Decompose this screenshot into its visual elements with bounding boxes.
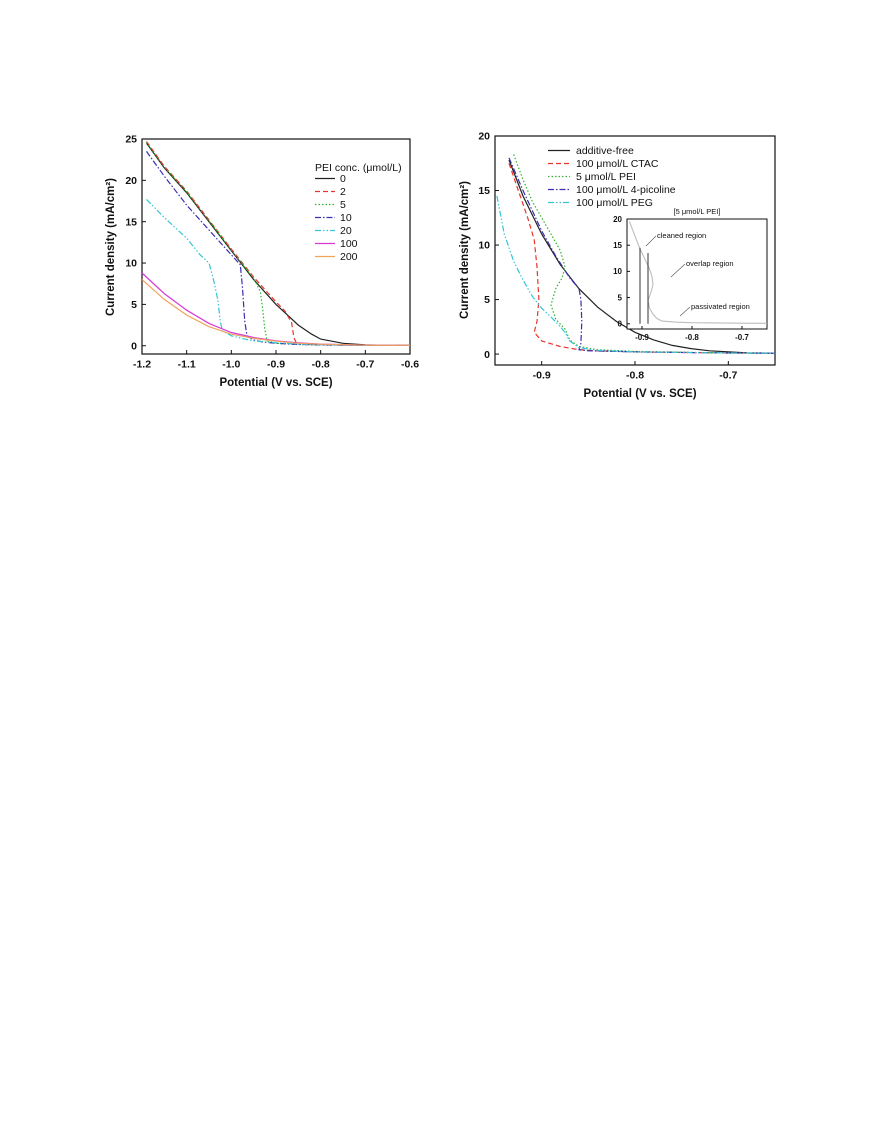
x-tick-label: -0.8: [626, 370, 644, 382]
y-tick-label: 5: [484, 294, 490, 306]
series-line-100: [141, 272, 411, 346]
inset-axis-ticks: -0.9 -0.8 -0.7 0 5 10 15 20: [613, 215, 749, 342]
y-axis-label: Current density (mA/cm²): [459, 181, 471, 319]
y-tick-label: 20: [613, 215, 622, 224]
x-tick-label: -1.0: [222, 359, 240, 371]
x-tick-label: -0.9: [635, 333, 649, 342]
inset-arrow-passivated: [679, 306, 691, 317]
series-line-20: [146, 198, 410, 346]
axis-ticks: -0.9 -0.8 -0.7 0 5 10 15 20: [478, 131, 737, 382]
y-tick-label: 5: [131, 299, 137, 311]
legend-label: 0: [340, 173, 346, 185]
y-tick-label: 25: [125, 134, 137, 146]
y-axis-label: Current density (mA/cm²): [105, 178, 117, 316]
y-tick-label: 15: [125, 216, 137, 228]
legend-title: PEI conc. (μmol/L): [315, 162, 402, 174]
y-tick-label: 10: [613, 267, 622, 276]
inset-arrow-cleaned: [645, 235, 657, 247]
x-tick-label: -1.2: [133, 359, 151, 371]
y-tick-label: 0: [618, 320, 623, 329]
inset-chart: [5 μmol/L PEI] -0.9 -0.8 -0.7 0 5 10 15 20 clea…: [613, 207, 768, 342]
series-line-200: [141, 279, 411, 346]
legend-label: 10: [340, 212, 352, 224]
series-group: [141, 141, 411, 346]
y-tick-label: 10: [478, 240, 490, 252]
y-tick-label: 0: [484, 349, 490, 361]
x-tick-label: -0.7: [735, 333, 749, 342]
series-line-5: [146, 141, 410, 346]
series-line-10: [146, 151, 410, 346]
legend-label: 5: [340, 199, 346, 211]
y-tick-label: 15: [478, 185, 490, 197]
inset-annotation-overlap: overlap region: [686, 259, 734, 268]
legend-label: 20: [340, 225, 352, 237]
x-tick-label: -0.6: [401, 359, 419, 371]
legend-label: 2: [340, 186, 346, 198]
x-tick-label: -0.7: [719, 370, 737, 382]
y-tick-label: 0: [131, 340, 137, 352]
inset-series: [628, 221, 768, 324]
legend-label: 100: [340, 238, 358, 250]
inset-annotation-passivated: passivated region: [691, 302, 750, 311]
x-tick-label: -0.7: [356, 359, 374, 371]
y-tick-label: 20: [478, 131, 490, 143]
inset-title: [5 μmol/L PEI]: [674, 207, 721, 216]
x-axis-label: Potential (V vs. SCE): [583, 388, 696, 400]
x-tick-label: -0.8: [312, 359, 330, 371]
y-tick-label: 5: [618, 293, 623, 302]
legend-label: 100 μmol/L 4-picoline: [576, 184, 676, 196]
y-tick-label: 20: [125, 175, 137, 187]
legend-label: 5 μmol/L PEI: [576, 171, 636, 183]
legend-label: 200: [340, 251, 358, 263]
legend-label: 100 μmol/L CTAC: [576, 158, 659, 170]
legend-label: 100 μmol/L PEG: [576, 197, 653, 209]
x-tick-label: -0.8: [685, 333, 699, 342]
x-axis-label: Potential (V vs. SCE): [219, 377, 332, 389]
y-tick-label: 15: [613, 241, 622, 250]
inset-frame: [626, 218, 768, 330]
series-group: [496, 154, 776, 354]
legend-label: additive-free: [576, 145, 634, 157]
y-tick-label: 10: [125, 258, 137, 270]
x-tick-label: -0.9: [267, 359, 285, 371]
inset-annotation-cleaned: cleaned region: [657, 231, 706, 240]
series-line-5-mol-l-pei: [513, 154, 776, 354]
x-tick-label: -0.9: [533, 370, 551, 382]
inset-arrow-overlap: [670, 263, 686, 278]
x-tick-label: -1.1: [178, 359, 196, 371]
series-line-additive-free: [508, 159, 776, 354]
